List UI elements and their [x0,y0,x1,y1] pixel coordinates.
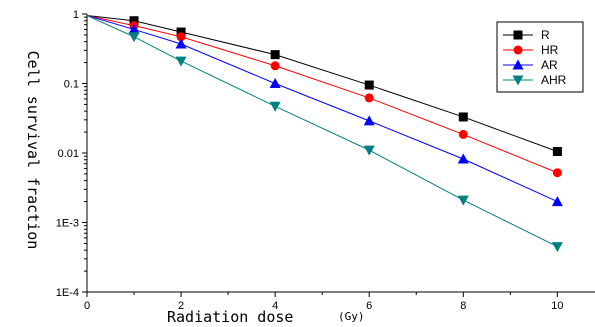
x-tick-label: 2 [178,300,184,312]
x-axis-unit: (Gy) [338,310,365,323]
x-tick-label: 4 [272,300,278,312]
legend-marker-ahr [512,75,524,86]
legend-item-r: R [503,28,550,42]
data-point-r [270,50,280,60]
series-line-ar [86,15,558,203]
data-point-ahr [551,242,563,253]
series-hr [86,15,562,178]
series-line-ahr [86,15,558,248]
legend-item-hr: HR [503,43,559,57]
x-tick-label: 8 [460,300,466,312]
y-axis-title: Cell survival fraction [24,51,42,250]
legend-item-ar: AR [503,58,558,72]
legend-marker-r [513,30,523,40]
y-tick-label: 0.01 [58,148,79,160]
legend-label-ar: AR [541,58,558,72]
data-point-r [129,16,139,26]
data-point-hr [270,61,280,71]
legend-label-r: R [541,28,550,42]
data-point-r [458,112,468,122]
data-point-hr [458,129,468,139]
data-point-r [176,27,186,37]
y-tick-label: 1E-3 [56,218,79,230]
y-tick-label: 1 [73,9,79,21]
data-point-ahr [175,56,187,67]
ticks: 0 2 4 6 8 10 1E-4 1E-3 0.01 0.1 1 [56,9,564,312]
data-point-ahr [457,195,469,206]
series-ar [86,15,563,207]
data-point-r [552,147,562,157]
data-point-ahr [269,101,281,112]
series-r [86,15,562,157]
data-point-ahr [363,145,375,156]
data-point-hr [552,168,562,178]
data-point-ar [175,38,187,49]
data-point-r [364,80,374,90]
data-point-ar [269,78,281,88]
legend-marker-hr [513,45,523,55]
legend-item-ahr: AHR [503,73,567,87]
series-ahr [86,15,563,253]
legend-box [496,21,584,93]
data-point-hr [364,93,374,103]
x-axis-title: Radiation dose [167,308,293,326]
legend-label-hr: HR [541,43,559,57]
y-tick-label: 1E-4 [56,287,79,299]
data-point-hr [176,32,186,42]
data-point-ar [457,153,469,164]
data-point-ar [551,196,563,207]
series-line-r [86,15,558,152]
series-line-hr [86,15,558,174]
legend-label-ahr: AHR [541,73,567,87]
x-tick-label: 0 [84,300,90,312]
data-point-ar [363,115,375,126]
x-tick-label: 10 [551,300,563,312]
series-layer [86,15,563,253]
x-tick-label: 6 [366,300,372,312]
legend-marker-ar [512,59,524,70]
y-tick-label: 0.1 [64,79,79,91]
data-point-ar [128,23,140,34]
data-point-ahr [128,32,140,43]
